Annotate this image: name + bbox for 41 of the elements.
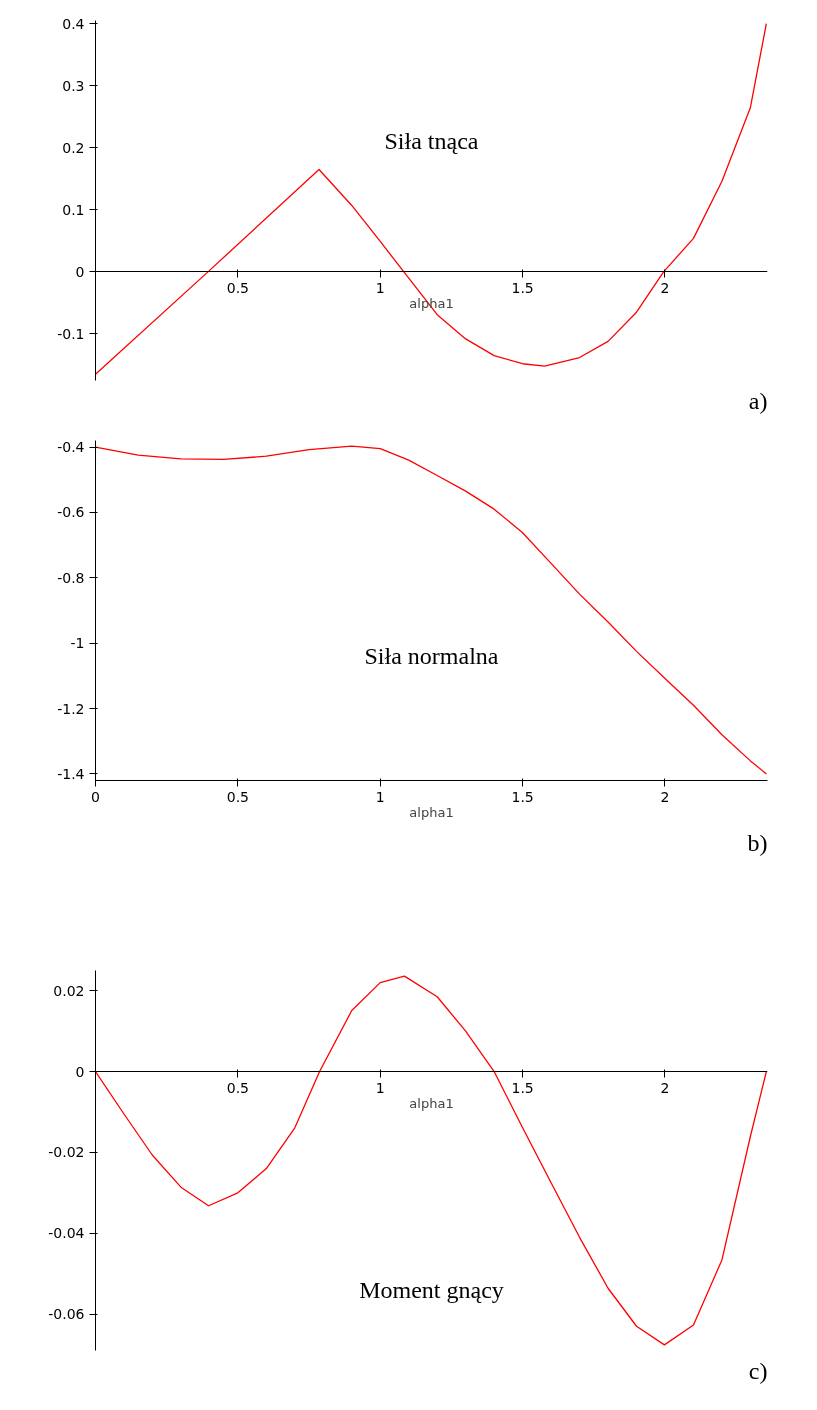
text: Siła tnąca	[384, 128, 479, 155]
x-tick-label: 0.5	[226, 788, 250, 805]
x-tick-label: 0	[91, 788, 100, 805]
x-tick-label: 2	[660, 788, 670, 805]
x-tick-label: 1.5	[511, 788, 534, 805]
y-tick-label: -0.1	[57, 325, 85, 342]
y-tick-label: -0.4	[57, 439, 85, 456]
x-tick-label: 0.5	[226, 1079, 250, 1096]
y-tick-label: -0.02	[48, 1144, 85, 1161]
y-tick-label: 0.1	[62, 201, 85, 218]
y-tick-label: 0.2	[62, 139, 85, 156]
y-tick-label: 0.3	[62, 77, 85, 94]
y-tick-label: -1.4	[57, 765, 85, 782]
text: c)	[748, 1357, 768, 1384]
y-tick-label: 0	[75, 263, 85, 280]
y-tick-label: -0.06	[48, 1306, 85, 1323]
line-series	[95, 975, 768, 1346]
text: b)	[747, 829, 768, 856]
x-axis-title: alpha1	[409, 1095, 454, 1111]
y-tick-label: -0.8	[57, 569, 85, 586]
line-series	[95, 445, 768, 775]
x-tick-label: 2	[660, 279, 670, 296]
x-tick-label: 2	[660, 1079, 670, 1096]
x-axis-title: alpha1	[409, 804, 454, 820]
x-tick-label: 1.5	[511, 279, 534, 296]
y-tick-label: -1.2	[57, 700, 85, 717]
y-tick-label: 0.4	[62, 15, 85, 32]
x-tick-label: 1.5	[511, 1079, 534, 1096]
x-tick-label: 1	[375, 279, 385, 296]
text: a)	[748, 387, 768, 414]
y-tick-label: 0	[75, 1063, 85, 1080]
y-tick-label: -0.6	[57, 504, 85, 521]
text: Moment gnący	[359, 1276, 504, 1303]
x-tick-label: 1	[375, 1079, 385, 1096]
y-tick-label: 0.02	[53, 982, 85, 999]
line-series	[95, 22, 768, 375]
y-tick-label: -0.04	[48, 1225, 85, 1242]
text: Siła normalna	[364, 642, 499, 669]
y-tick-label: -1	[70, 635, 85, 652]
x-tick-label: 0.5	[226, 279, 250, 296]
x-tick-label: 1	[375, 788, 385, 805]
